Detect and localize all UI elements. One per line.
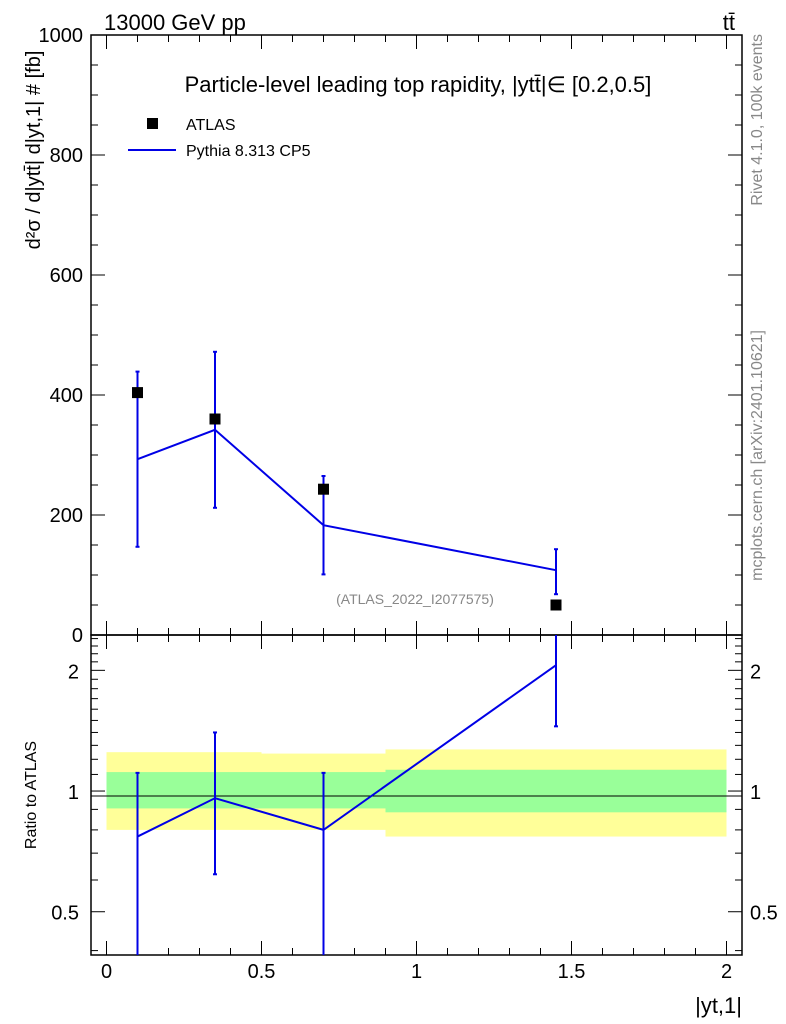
ratio-y-tick-label-right: 1: [750, 782, 761, 804]
atlas-data-point: [132, 387, 143, 399]
ratio-plot-frame: [90, 634, 743, 956]
chart-title: Particle-level leading top rapidity, |yt…: [185, 72, 652, 97]
ratio-y-axis-label: Ratio to ATLAS: [23, 741, 40, 849]
main-y-tick-label: 800: [50, 145, 83, 167]
uncertainty-band-inner: [385, 769, 727, 813]
x-tick-label: 2: [721, 961, 732, 983]
main-axis-ticks: 0 200 400 600 800 1000: [39, 25, 742, 647]
main-y-tick-label: 400: [50, 385, 83, 407]
ratio-panel: 0.5 0.5 1 1 2 2 0 0.5 1 1.5 2 Ratio to ATLAS |yt,1…: [23, 634, 778, 1018]
x-tick-label: 0: [101, 961, 112, 983]
main-y-tick-label: 600: [50, 265, 83, 287]
x-axis-label: |yt,1|: [695, 993, 742, 1018]
mc-prediction-line: [137, 428, 557, 572]
atlas-data-point: [550, 599, 562, 611]
main-y-axis-label: d²σ / d|ytt̄| d|yt,1| # [fb]: [23, 51, 45, 250]
legend-marker-atlas: [147, 118, 158, 129]
header-energy-label: 13000 GeV pp: [104, 10, 246, 35]
mcplots-source-label: mcplots.cern.ch [arXiv:2401.10621]: [749, 330, 766, 581]
ratio-y-tick-label: 1: [68, 782, 79, 804]
main-panel: 0 200 400 600 800 1000 Particle-level leading…: [23, 25, 743, 647]
header-process-label: tt̄: [723, 10, 735, 35]
x-tick-label: 1: [411, 961, 422, 983]
main-y-tick-label: 1000: [39, 25, 84, 47]
uncertainty-band-inner: [106, 772, 262, 809]
legend-label-atlas: ATLAS: [186, 117, 236, 134]
legend: ATLAS Pythia 8.313 CP5: [128, 117, 311, 160]
x-tick-label: 0.5: [248, 961, 276, 983]
ratio-y-tick-label-right: 0.5: [750, 903, 778, 925]
ratio-prediction-line: [137, 664, 557, 838]
ratio-y-tick-label: 0.5: [51, 903, 79, 925]
ratio-y-tick-label-right: 2: [750, 661, 761, 683]
analysis-watermark: (ATLAS_2022_I2077575): [336, 591, 494, 607]
atlas-data-point: [209, 413, 221, 425]
rivet-version-label: Rivet 4.1.0, 100k events: [749, 34, 766, 206]
x-tick-label: 1.5: [558, 961, 586, 983]
ratio-axis-ticks: 0.5 0.5 1 1 2 2 0 0.5 1 1.5 2: [51, 635, 778, 983]
ratio-y-tick-label: 2: [68, 661, 79, 683]
main-y-tick-label: 0: [72, 625, 83, 647]
legend-label-pythia: Pythia 8.313 CP5: [186, 143, 311, 160]
atlas-data-point: [318, 483, 329, 495]
main-y-tick-label: 200: [50, 505, 83, 527]
